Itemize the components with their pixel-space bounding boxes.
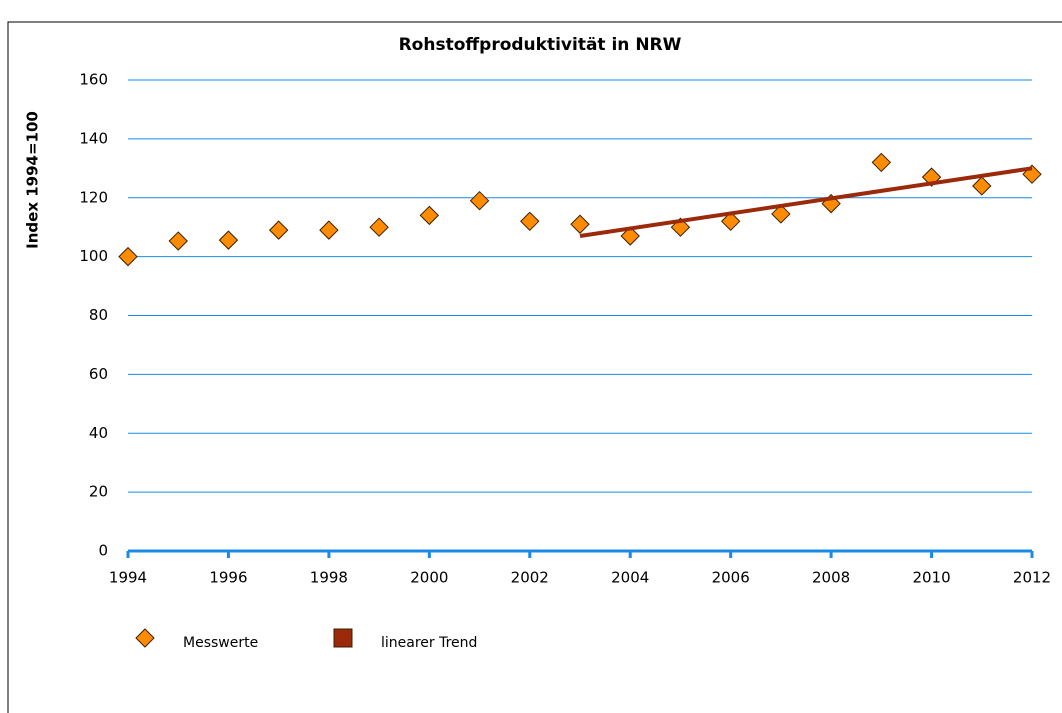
data-point [168,231,188,251]
data-point [921,167,942,187]
data-point [972,176,992,196]
data-point [369,217,389,237]
data-point [520,211,540,232]
x-tick-label: 2012 [1013,569,1051,587]
data-point [720,211,741,232]
chart-title: Rohstoffproduktivität in NRW [399,35,682,55]
y-tick-label: 0 [98,542,108,560]
x-tick-label: 2002 [511,569,549,587]
data-point [218,230,239,250]
data-point [118,246,138,267]
data-point [319,220,339,240]
data-point [268,220,289,240]
y-tick-label: 40 [89,424,108,442]
data-point [620,226,640,246]
y-tick-label: 120 [79,188,108,206]
y-tick-label: 100 [79,247,108,265]
y-tick-label: 60 [89,365,108,383]
legend-label: Messwerte [183,635,258,651]
trend-line [579,166,1033,238]
x-tick-label: 1994 [109,569,147,587]
y-tick-label: 160 [79,71,108,89]
data-point [570,214,590,234]
x-tick-label: 2006 [712,569,750,587]
data-point [419,205,440,226]
y-tick-label: 140 [79,129,108,147]
data-point [871,152,892,173]
legend-label: linearer Trend [381,635,477,651]
data-point [469,190,490,211]
x-tick-label: 1996 [209,569,247,587]
x-tick-label: 2008 [812,569,850,587]
y-axis-label: Index 1994=100 [24,111,42,249]
legend-marker [135,628,155,648]
y-tick-label: 20 [89,483,108,501]
legend-marker [333,628,353,648]
chart-frame [7,21,1062,713]
data-point [771,204,791,224]
y-tick-label: 80 [89,306,108,324]
x-tick-label: 1998 [310,569,348,587]
x-tick-label: 2000 [410,569,448,587]
x-tick-label: 2004 [611,569,649,587]
x-tick-label: 2010 [912,569,950,587]
